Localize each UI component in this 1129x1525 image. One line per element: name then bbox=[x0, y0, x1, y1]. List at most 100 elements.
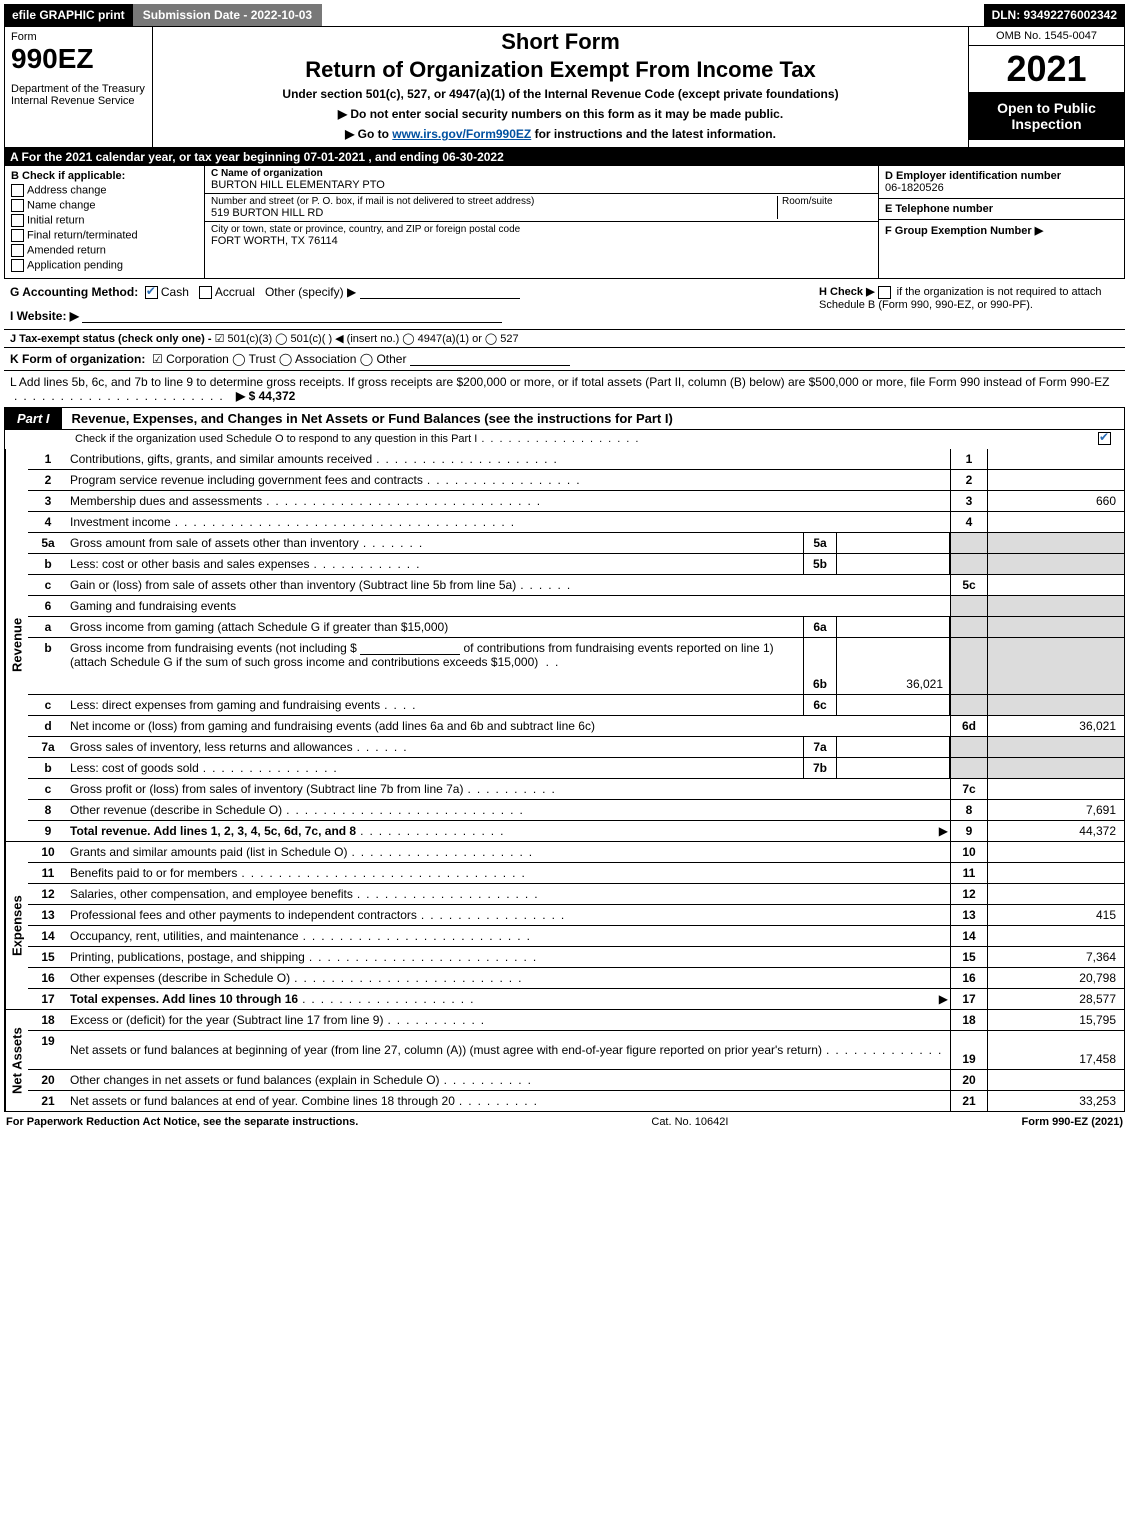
line-7b-num-shade bbox=[950, 758, 988, 778]
line-21-desc: Net assets or fund balances at end of ye… bbox=[70, 1094, 455, 1108]
line-1-val bbox=[988, 449, 1124, 469]
line-6a-subval bbox=[837, 617, 950, 637]
chk-initial-return[interactable]: Initial return bbox=[11, 214, 198, 227]
line-5c-val bbox=[988, 575, 1124, 595]
line-17: 17 Total expenses. Add lines 10 through … bbox=[28, 989, 1124, 1009]
line-5a-sub: 5a bbox=[803, 533, 837, 553]
revenue-vlabel: Revenue bbox=[5, 449, 28, 841]
line-1-desc: Contributions, gifts, grants, and simila… bbox=[70, 452, 372, 466]
footer-catno: Cat. No. 10642I bbox=[358, 1116, 1021, 1128]
line-7b-subval bbox=[837, 758, 950, 778]
line-9: 9 Total revenue. Add lines 1, 2, 3, 4, 5… bbox=[28, 821, 1124, 841]
line-19-desc: Net assets or fund balances at beginning… bbox=[70, 1043, 822, 1057]
line-12: 12 Salaries, other compensation, and emp… bbox=[28, 884, 1124, 905]
footer-form-ref: Form 990-EZ (2021) bbox=[1022, 1116, 1123, 1128]
line-16-desc: Other expenses (describe in Schedule O) bbox=[70, 971, 290, 985]
line-5b-subval bbox=[837, 554, 950, 574]
j-label: J Tax-exempt status (check only one) - bbox=[10, 333, 215, 345]
line-6a-num-shade bbox=[950, 617, 988, 637]
dln-label: DLN: 93492276002342 bbox=[984, 4, 1125, 26]
line-12-num: 12 bbox=[950, 884, 988, 904]
chk-amended-return[interactable]: Amended return bbox=[11, 244, 198, 257]
i-label: I Website: ▶ bbox=[10, 309, 79, 323]
b-label: B Check if applicable: bbox=[11, 170, 198, 182]
line-7c: c Gross profit or (loss) from sales of i… bbox=[28, 779, 1124, 800]
line-6c-num-shade bbox=[950, 695, 988, 715]
efile-print-button[interactable]: efile GRAPHIC print bbox=[4, 4, 133, 26]
line-5c-num: 5c bbox=[950, 575, 988, 595]
chk-application-pending[interactable]: Application pending bbox=[11, 259, 198, 272]
h-label: H Check ▶ bbox=[819, 286, 875, 298]
line-6d-val: 36,021 bbox=[988, 716, 1124, 736]
line-2-val bbox=[988, 470, 1124, 490]
line-18-desc: Excess or (deficit) for the year (Subtra… bbox=[70, 1013, 383, 1027]
line-13-val: 415 bbox=[988, 905, 1124, 925]
line-3-num: 3 bbox=[950, 491, 988, 511]
chk-address-change[interactable]: Address change bbox=[11, 184, 198, 197]
h-note: H Check ▶ if the organization is not req… bbox=[811, 285, 1119, 323]
line-12-desc: Salaries, other compensation, and employ… bbox=[70, 887, 353, 901]
line-19: 19 Net assets or fund balances at beginn… bbox=[28, 1031, 1124, 1070]
line-18: 18 Excess or (deficit) for the year (Sub… bbox=[28, 1010, 1124, 1031]
f-label: F Group Exemption Number ▶ bbox=[885, 224, 1118, 237]
under-section-text: Under section 501(c), 527, or 4947(a)(1)… bbox=[157, 87, 964, 101]
page-footer: For Paperwork Reduction Act Notice, see … bbox=[4, 1112, 1125, 1128]
chk-final-return[interactable]: Final return/terminated bbox=[11, 229, 198, 242]
line-4: 4 Investment income.....................… bbox=[28, 512, 1124, 533]
line-11-desc: Benefits paid to or for members bbox=[70, 866, 237, 880]
form-number: 990EZ bbox=[11, 43, 146, 75]
line-13: 13 Professional fees and other payments … bbox=[28, 905, 1124, 926]
room-label: Room/suite bbox=[782, 196, 872, 207]
line-g-h: G Accounting Method: Cash Accrual Other … bbox=[4, 279, 1125, 330]
line-5a: 5a Gross amount from sale of assets othe… bbox=[28, 533, 1124, 554]
line-1-no: 1 bbox=[28, 449, 68, 469]
line-5a-num-shade bbox=[950, 533, 988, 553]
line-2-desc: Program service revenue including govern… bbox=[70, 473, 423, 487]
chk-accrual[interactable] bbox=[199, 286, 212, 299]
part1-schedule-o-chk[interactable] bbox=[1098, 432, 1114, 445]
other-label: Other (specify) ▶ bbox=[265, 285, 356, 299]
submission-date-label: Submission Date - 2022-10-03 bbox=[133, 4, 322, 26]
line-10-val bbox=[988, 842, 1124, 862]
line-6d-num: 6d bbox=[950, 716, 988, 736]
footer-left: For Paperwork Reduction Act Notice, see … bbox=[6, 1116, 358, 1128]
e-label: E Telephone number bbox=[885, 203, 1118, 215]
k-other-blank bbox=[410, 353, 570, 366]
line-5b-num-shade bbox=[950, 554, 988, 574]
g-label: G Accounting Method: bbox=[10, 285, 138, 299]
line-5b-sub: 5b bbox=[803, 554, 837, 574]
chk-cash[interactable] bbox=[145, 286, 158, 299]
chk-name-change[interactable]: Name change bbox=[11, 199, 198, 212]
line-9-num: 9 bbox=[950, 821, 988, 841]
line-6b-val-shade bbox=[988, 638, 1124, 694]
tax-year: 2021 bbox=[969, 46, 1124, 92]
line-10: 10 Grants and similar amounts paid (list… bbox=[28, 842, 1124, 863]
line-9-desc: Total revenue. Add lines 1, 2, 3, 4, 5c,… bbox=[70, 824, 356, 838]
line-3-desc: Membership dues and assessments bbox=[70, 494, 262, 508]
line-8-desc: Other revenue (describe in Schedule O) bbox=[70, 803, 282, 817]
line-9-val: 44,372 bbox=[988, 821, 1124, 841]
line-7b-desc: Less: cost of goods sold bbox=[70, 761, 199, 775]
line-6b-blank bbox=[360, 642, 460, 655]
line-21-num: 21 bbox=[950, 1091, 988, 1111]
irs-link[interactable]: www.irs.gov/Form990EZ bbox=[392, 127, 531, 141]
goto-line: ▶ Go to www.irs.gov/Form990EZ for instru… bbox=[157, 127, 964, 141]
line-5b-desc: Less: cost or other basis and sales expe… bbox=[70, 557, 309, 571]
line-3-val: 660 bbox=[988, 491, 1124, 511]
city-label: City or town, state or province, country… bbox=[211, 224, 872, 235]
form-word: Form bbox=[11, 31, 146, 43]
line-14: 14 Occupancy, rent, utilities, and maint… bbox=[28, 926, 1124, 947]
do-not-ssn-text: ▶ Do not enter social security numbers o… bbox=[157, 107, 964, 121]
line-6b: b Gross income from fundraising events (… bbox=[28, 638, 1124, 695]
line-7c-desc: Gross profit or (loss) from sales of inv… bbox=[70, 782, 463, 796]
line-13-desc: Professional fees and other payments to … bbox=[70, 908, 417, 922]
line-6c-desc: Less: direct expenses from gaming and fu… bbox=[70, 698, 380, 712]
city-value: FORT WORTH, TX 76114 bbox=[211, 235, 872, 247]
line-6a-desc: Gross income from gaming (attach Schedul… bbox=[70, 620, 448, 634]
line-6c-sub: 6c bbox=[803, 695, 837, 715]
d-label: D Employer identification number bbox=[885, 170, 1118, 182]
chk-h[interactable] bbox=[878, 286, 891, 299]
header-middle: Short Form Return of Organization Exempt… bbox=[153, 27, 969, 148]
line-6b-subval: 36,021 bbox=[837, 638, 950, 694]
goto-pre: ▶ Go to bbox=[345, 127, 392, 141]
